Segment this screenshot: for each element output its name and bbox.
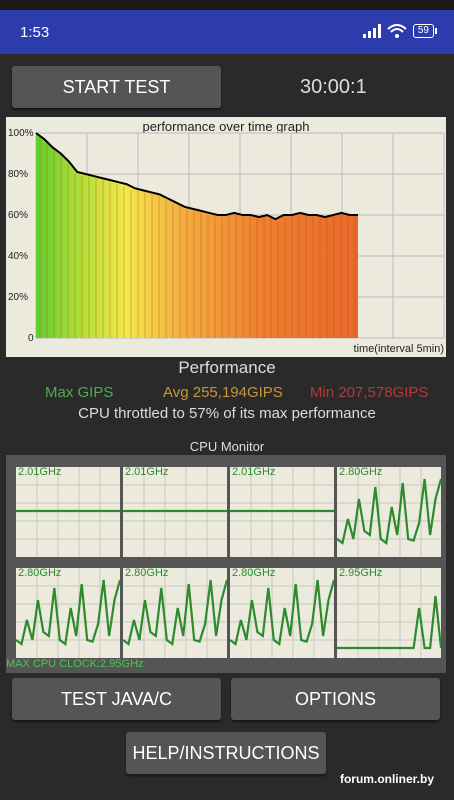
avg-gips: Avg 255,194GIPS — [163, 384, 283, 401]
cpu-core-graph — [337, 568, 443, 658]
cpu-core-freq: 2.01GHz — [18, 466, 62, 478]
test-java-button[interactable]: TEST JAVA/C — [12, 678, 221, 720]
fill-stripes — [39, 135, 356, 338]
cpu-core-2: 2.01GHz — [230, 466, 334, 557]
cpu-core-6: 2.80GHz — [229, 567, 336, 658]
cpu-core-line — [122, 579, 229, 646]
cpu-core-line — [15, 579, 122, 646]
cpu-core-freq: 2.80GHz — [232, 567, 276, 579]
max-cpu-clock: MAX CPU CLOCK:2.95GHz — [6, 658, 144, 670]
cpu-core-graph — [336, 467, 443, 557]
top-band — [0, 0, 454, 10]
graph-title: performance over time graph — [142, 119, 310, 134]
help-instructions-button[interactable]: HELP/INSTRUCTIONS — [126, 732, 326, 774]
cpu-core-0: 2.01GHz — [16, 466, 120, 557]
cpu-core-freq: 2.80GHz — [18, 567, 62, 579]
graph-x-label: time(interval 5min) — [353, 343, 444, 355]
cpu-core-freq: 2.80GHz — [339, 466, 383, 478]
cpu-core-graph — [15, 568, 122, 658]
y-tick-100: 100% — [8, 128, 34, 139]
cpu-core-5: 2.80GHz — [122, 567, 229, 658]
max-gips: Max GIPS — [45, 384, 114, 401]
performance-graph: performance over time graph 100% 80% 60%… — [6, 117, 446, 357]
cpu-core-3: 2.80GHz — [336, 466, 443, 557]
performance-title: Performance — [178, 358, 276, 377]
cpu-core-4: 2.80GHz — [15, 567, 122, 658]
cpu-core-freq: 2.95GHz — [339, 567, 383, 579]
timer: 30:00:1 — [300, 76, 367, 98]
cpu-core-graph — [122, 568, 229, 658]
graph-plot — [35, 132, 445, 340]
cpu-core-freq: 2.01GHz — [232, 466, 276, 478]
signal-icon — [362, 24, 381, 38]
battery-icon: 59 — [412, 24, 438, 38]
status-icons: 59 — [362, 24, 438, 38]
start-test-button[interactable]: START TEST — [12, 66, 221, 108]
cpu-core-graph — [229, 568, 336, 658]
cpu-core-freq: 2.01GHz — [125, 466, 169, 478]
cpu-monitor-title: CPU Monitor — [189, 439, 265, 454]
y-tick-80: 80% — [8, 169, 29, 180]
cpu-core-1: 2.01GHz — [123, 466, 227, 557]
performance-line — [35, 132, 358, 221]
cpu-core-graph — [230, 467, 334, 557]
y-tick-40: 40% — [8, 251, 29, 262]
watermark: forum.onliner.by — [339, 772, 434, 786]
cpu-core-graph — [16, 467, 120, 557]
throttle-text: CPU throttled to 57% of its max performa… — [78, 405, 376, 422]
min-gips: Min 207,578GIPS — [310, 384, 429, 401]
status-time: 1:53 — [20, 24, 50, 41]
cpu-core-7: 2.95GHz — [337, 567, 443, 658]
y-tick-20: 20% — [8, 292, 29, 303]
cpu-monitor-panel: 2.01GHz 2.01GHz 2.01GHz 2.80GHz 2.80GHz 2.80G… — [6, 455, 446, 673]
wifi-icon — [387, 24, 407, 38]
cpu-core-freq: 2.80GHz — [125, 567, 169, 579]
cpu-core-line — [337, 595, 443, 650]
status-bar: 1:53 59 — [0, 10, 454, 54]
y-tick-0: 0 — [28, 333, 34, 344]
performance-fill — [36, 133, 358, 338]
y-tick-60: 60% — [8, 210, 29, 221]
cpu-core-line — [229, 579, 336, 646]
options-button[interactable]: OPTIONS — [231, 678, 440, 720]
cpu-core-line — [336, 478, 443, 545]
cpu-core-graph — [123, 467, 227, 557]
